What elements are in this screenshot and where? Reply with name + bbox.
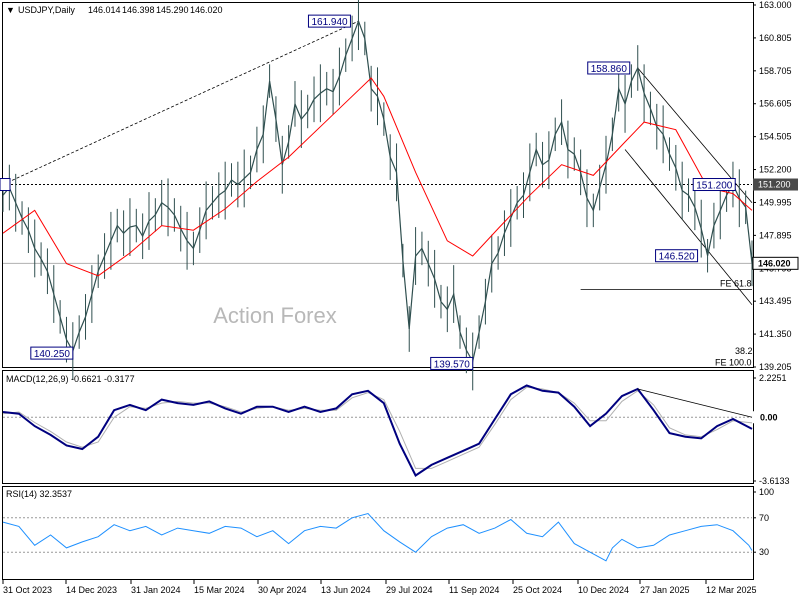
rsi-y-tick-label: 100 bbox=[759, 487, 774, 497]
fibo-label: FE 100.0 bbox=[715, 358, 752, 368]
moving-average-line bbox=[2, 77, 753, 277]
level-annotation-box bbox=[307, 14, 351, 28]
price-y-tick-label: 163.000 bbox=[759, 0, 792, 10]
rsi-line bbox=[2, 512, 753, 562]
x-tick-label: 31 Jan 2024 bbox=[131, 585, 181, 595]
macd-flag-text: 0.00 bbox=[760, 412, 778, 422]
price-title-icon: ▼ bbox=[6, 5, 15, 15]
price-y-tick-label: 147.895 bbox=[759, 230, 792, 240]
x-axis-layer: 31 Oct 2023 14 Dec 2023 31 Jan 2024 15 Mar … bbox=[2, 580, 757, 595]
symbol-label: USDJPY,Daily bbox=[18, 5, 75, 15]
watermark: Action Forex bbox=[213, 303, 337, 328]
price-grid-layer bbox=[2, 20, 753, 305]
x-tick-label: 11 Sep 2024 bbox=[449, 585, 499, 595]
price-y-tick-label: 152.200 bbox=[759, 165, 792, 175]
price-y-tick-label: 143.495 bbox=[759, 296, 792, 306]
rsi-y-tick-label: 30 bbox=[759, 547, 769, 557]
x-tick-label: 10 Dec 2024 bbox=[578, 585, 629, 595]
x-tick-label: 13 Jun 2024 bbox=[321, 585, 371, 595]
price-y-tick-label: 141.350 bbox=[759, 329, 792, 339]
x-tick-label: 31 Oct 2023 bbox=[3, 585, 52, 595]
level-annotation-box bbox=[30, 346, 74, 360]
level-annotation-label: 139.570 bbox=[434, 359, 471, 370]
level-annotation-box bbox=[655, 249, 699, 263]
level-annotation-label: 146.520 bbox=[659, 252, 696, 263]
x-tick-label: 12 Mar 2025 bbox=[706, 585, 757, 595]
annotation-layer: 151.200 146.020 FE 61.8 FE 100.0 38.2 161.940… bbox=[0, 14, 799, 424]
macd-flag-bg bbox=[753, 411, 798, 424]
rsi-y-tick-label: 70 bbox=[759, 513, 769, 523]
x-tick-label: 27 Jan 2025 bbox=[640, 585, 690, 595]
level-annotation-box bbox=[692, 178, 736, 192]
price-y-tick-label: 160.805 bbox=[759, 33, 792, 43]
price-y-tick-label: 154.505 bbox=[759, 132, 792, 142]
price-y-tick-label: 158.705 bbox=[759, 66, 792, 76]
macd-y-tick-label: -3.6133 bbox=[759, 476, 790, 486]
x-tick-label: 15 Mar 2024 bbox=[194, 585, 245, 595]
level-annotation-box bbox=[430, 356, 474, 370]
price-flag-text: 151.200 bbox=[758, 180, 791, 190]
price-y-tick-label: 139.205 bbox=[759, 362, 792, 372]
level-annotation-label: 140.250 bbox=[34, 349, 71, 360]
level-annotation-label: 158.860 bbox=[591, 64, 628, 75]
x-tick-label: 29 Jul 2024 bbox=[386, 585, 433, 595]
rsi-series-layer bbox=[2, 512, 753, 562]
price-title: ▼ USDJPY,Daily 146.014 146.398 145.290 1… bbox=[6, 5, 223, 15]
price-flag-bg bbox=[753, 178, 798, 191]
price-y-tick-label: 149.995 bbox=[759, 197, 792, 207]
rsi-title: RSI(14) 32.3537 bbox=[6, 489, 72, 499]
macd-signal-line bbox=[2, 386, 753, 469]
ohlc-open: 146.014 bbox=[88, 5, 121, 15]
macd-line bbox=[2, 384, 753, 477]
level-annotation-box bbox=[587, 61, 631, 75]
trendline bbox=[624, 149, 753, 305]
y-axis-layer: 163.000 160.805 158.705 156.605 154.505 152.2… bbox=[753, 0, 792, 557]
trendline bbox=[2, 20, 359, 185]
ohlc-low: 145.290 bbox=[156, 5, 189, 15]
level-annotation-box bbox=[0, 178, 11, 192]
rsi-pane bbox=[2, 486, 754, 580]
price-y-tick-label: 156.605 bbox=[759, 99, 792, 109]
level-annotation-label: 151.200 bbox=[696, 181, 733, 192]
ohlc-high: 146.398 bbox=[122, 5, 155, 15]
fibo-label: 38.2 bbox=[735, 346, 753, 356]
macd-trendline bbox=[637, 388, 753, 418]
level-annotation-label: 161.940 bbox=[311, 17, 348, 28]
macd-series-layer bbox=[2, 384, 753, 477]
x-tick-label: 14 Dec 2023 bbox=[66, 585, 117, 595]
x-tick-label: 25 Oct 2024 bbox=[513, 585, 562, 595]
price-series-layer bbox=[2, 0, 753, 391]
current-price-flag-text: 146.020 bbox=[758, 258, 791, 268]
macd-pane bbox=[2, 370, 754, 484]
macd-y-tick-label: 2.2251 bbox=[759, 373, 787, 383]
fibo-label: FE 61.8 bbox=[720, 278, 752, 288]
current-price-flag-bg bbox=[752, 256, 799, 270]
macd-title: MACD(12,26,9) -0.6621 -0.3177 bbox=[6, 374, 135, 384]
x-tick-label: 30 Apr 2024 bbox=[258, 585, 307, 595]
ohlc-close: 146.020 bbox=[190, 5, 223, 15]
